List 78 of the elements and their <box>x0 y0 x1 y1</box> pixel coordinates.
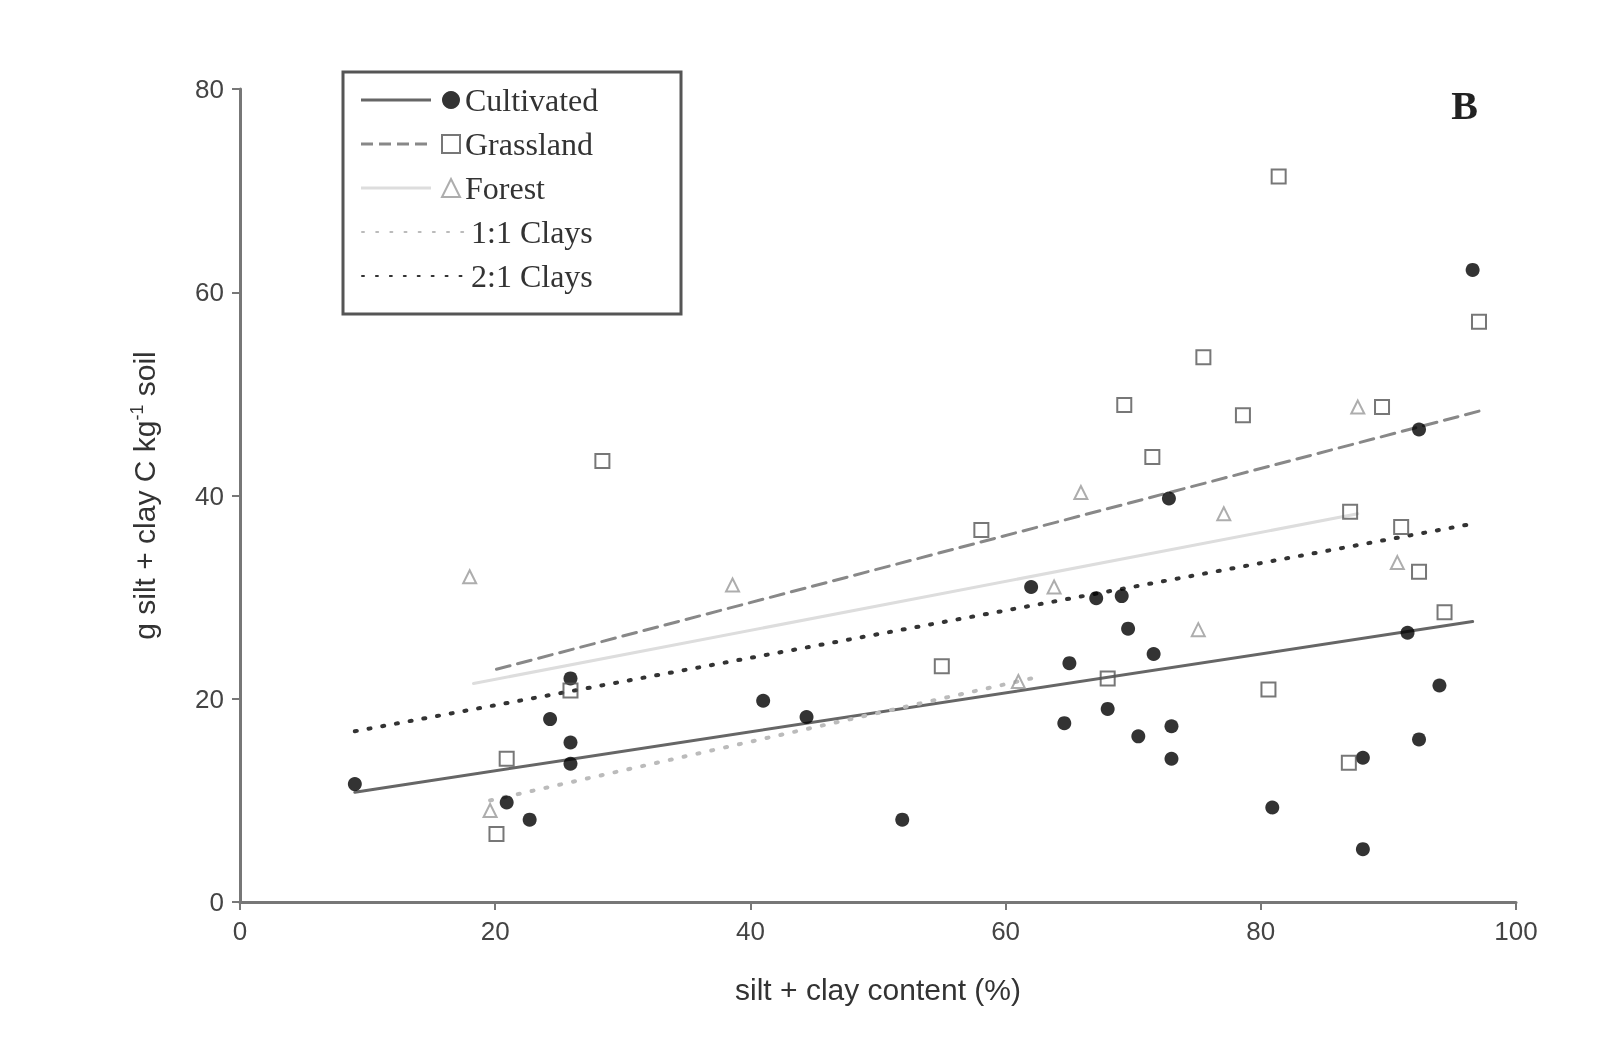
point <box>1412 732 1427 747</box>
legend-label: Forest <box>465 170 546 206</box>
x-tick-label: 20 <box>480 916 510 946</box>
point <box>1062 656 1077 671</box>
point <box>1010 673 1026 689</box>
y-tick-label: 40 <box>195 480 224 511</box>
point <box>522 812 537 827</box>
point <box>462 569 478 585</box>
point <box>563 735 578 750</box>
point <box>347 777 362 792</box>
point <box>756 693 771 708</box>
annotation: B <box>1451 82 1479 128</box>
point <box>1411 563 1428 580</box>
point <box>1161 491 1176 506</box>
legend-label: 1:1 Clays <box>471 214 593 250</box>
point <box>488 825 505 842</box>
point <box>1121 621 1136 636</box>
point <box>1260 681 1277 698</box>
point <box>799 710 814 725</box>
point <box>1342 503 1359 520</box>
point <box>1190 622 1206 638</box>
point <box>594 452 611 469</box>
point <box>1270 168 1287 185</box>
point <box>1024 579 1039 594</box>
point <box>1114 589 1129 604</box>
x-tick-label: 40 <box>735 916 765 946</box>
point <box>1234 407 1251 424</box>
point <box>1436 604 1453 621</box>
y-tick-label: 80 <box>195 74 224 104</box>
legend-label: 2:1 Clays <box>471 258 593 294</box>
point <box>1471 313 1487 330</box>
y-axis-title: g silt + clay C kg-1 soil <box>127 351 161 640</box>
point <box>725 577 741 593</box>
point <box>1350 399 1366 415</box>
point <box>1099 670 1116 687</box>
y-tick-label: 60 <box>195 277 224 308</box>
point <box>1164 751 1179 766</box>
legend-label: Grassland <box>465 126 593 162</box>
x-tick-label: 80 <box>1246 916 1276 946</box>
point <box>973 522 990 539</box>
point <box>1057 716 1072 731</box>
point <box>895 812 910 827</box>
point <box>543 712 558 727</box>
point <box>1100 701 1115 716</box>
point <box>1412 422 1427 437</box>
x-tick-label: 0 <box>232 916 248 946</box>
point <box>498 750 515 767</box>
point <box>1265 800 1280 815</box>
point <box>1144 448 1161 465</box>
point <box>1465 262 1480 277</box>
point <box>562 682 579 699</box>
point <box>499 795 514 810</box>
point <box>1355 750 1370 765</box>
point <box>482 803 498 819</box>
x-tick-label: 60 <box>991 916 1021 946</box>
y-tick-label: 20 <box>195 683 224 714</box>
point <box>1216 506 1232 522</box>
y-tick-label: 0 <box>209 887 224 917</box>
point <box>1073 484 1089 500</box>
x-tick-label: 100 <box>1494 916 1538 946</box>
legend-label: Cultivated <box>465 82 599 118</box>
x-axis-title: silt + clay content (%) <box>735 972 1021 1006</box>
point <box>1195 349 1212 366</box>
point <box>1046 579 1062 595</box>
point <box>1340 754 1357 771</box>
point <box>1146 647 1161 662</box>
point <box>1355 842 1370 857</box>
point <box>1116 397 1133 414</box>
point <box>1393 519 1410 535</box>
point <box>933 658 950 675</box>
point <box>1432 678 1447 693</box>
point <box>1131 729 1146 744</box>
point <box>1389 555 1405 571</box>
point <box>1400 625 1415 640</box>
point <box>1374 399 1391 416</box>
point <box>1089 591 1104 606</box>
point <box>563 756 578 771</box>
point <box>1164 719 1179 734</box>
